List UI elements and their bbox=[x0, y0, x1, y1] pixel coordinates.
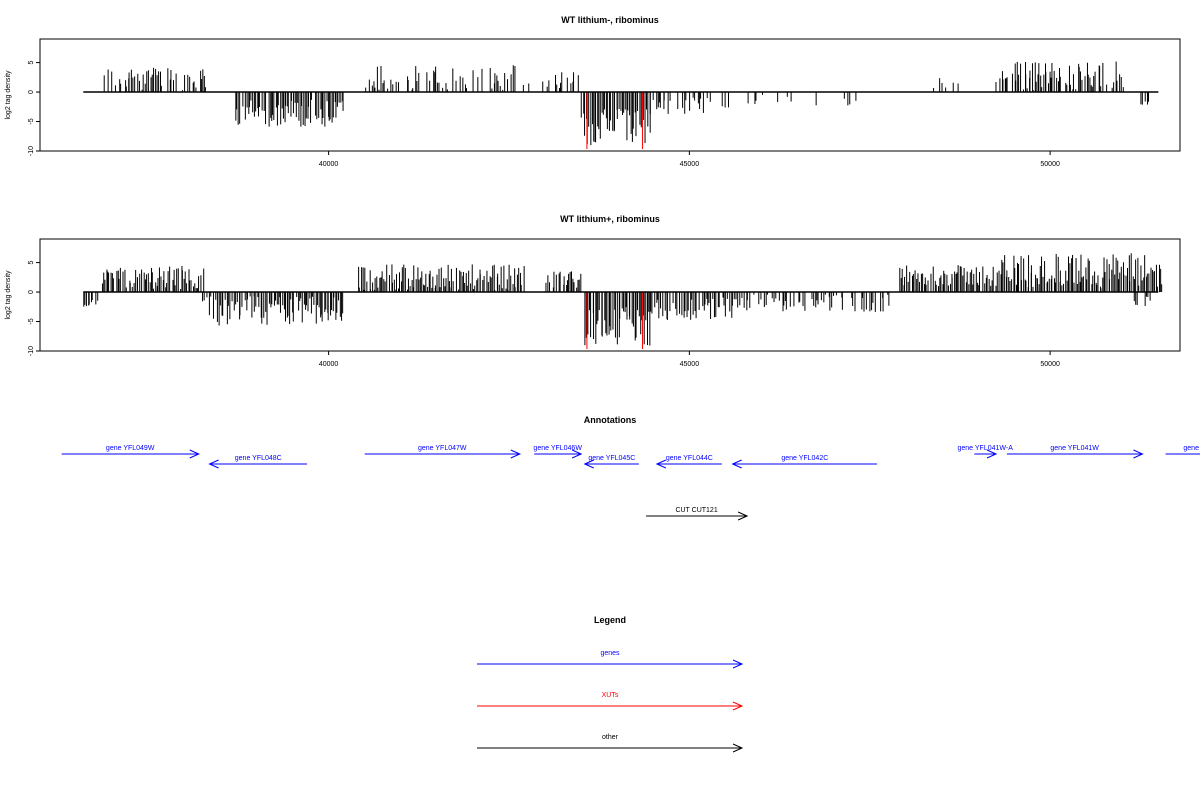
legend-item-genes: genes bbox=[477, 650, 744, 669]
x-tick-label: 45000 bbox=[680, 361, 700, 368]
annotation-gene-yfl042c: gene YFL042C bbox=[731, 455, 877, 469]
x-tick-label: 40000 bbox=[319, 161, 339, 168]
y-axis-label: log2 tag density bbox=[5, 270, 12, 320]
arrow-head bbox=[732, 659, 744, 669]
x-tick-label: 45000 bbox=[680, 161, 700, 168]
arrow-head bbox=[731, 459, 742, 469]
annotation-label: gene YFL045C bbox=[588, 455, 635, 462]
legend-label: XUTs bbox=[602, 692, 619, 699]
arrow-head bbox=[571, 449, 583, 459]
annotation-cut-cut121: CUT CUT121 bbox=[646, 507, 749, 521]
panel-title: WT lithium+, ribominus bbox=[560, 214, 660, 224]
legend: Legend genes XUTs other bbox=[477, 615, 744, 753]
annotation-label: CUT CUT121 bbox=[675, 507, 717, 514]
legend-items: genes XUTs other bbox=[477, 650, 744, 753]
legend-item-xuts: XUTs bbox=[477, 692, 744, 711]
annotation-gene-yfl041w: gene YFL041W bbox=[1006, 445, 1144, 459]
annotation-items: gene YFL049W gene YFL048C gene YFL047W gene… bbox=[61, 445, 1200, 521]
annotation-label: gene YFL047W bbox=[418, 445, 467, 452]
arrow-head bbox=[737, 511, 749, 521]
plot-frame bbox=[39, 38, 1181, 152]
annotation-gene-y: gene Y bbox=[1165, 445, 1200, 455]
bar-group bbox=[83, 253, 1163, 349]
annotation-gene-yfl046w: gene YFL046W bbox=[533, 445, 583, 459]
axes: 40000 45000 50000 5 0 -5 -10 bbox=[28, 261, 1159, 368]
panel-title: WT lithium-, ribominus bbox=[561, 15, 659, 25]
annotation-label: gene YFL041W-A bbox=[957, 445, 1013, 452]
y-tick-label: -10 bbox=[28, 146, 35, 156]
legend-title: Legend bbox=[594, 615, 626, 625]
annotation-gene-yfl049w: gene YFL049W bbox=[61, 445, 200, 459]
legend-label: genes bbox=[600, 650, 620, 657]
y-tick-label: 5 bbox=[28, 61, 35, 65]
arrow-head bbox=[986, 449, 998, 459]
annotation-gene-yfl045c: gene YFL045C bbox=[583, 455, 639, 469]
annotation-gene-yfl044c: gene YFL044C bbox=[655, 455, 722, 469]
annotation-label: gene YFL041W bbox=[1050, 445, 1099, 452]
x-tick-label: 50000 bbox=[1040, 361, 1060, 368]
annotation-label: gene YFL044C bbox=[666, 455, 713, 462]
bar-group bbox=[103, 61, 1150, 149]
track-panel-lithium-minus: WT lithium-, ribominus log2 tag density … bbox=[5, 15, 1181, 168]
legend-item-other: other bbox=[477, 734, 744, 753]
x-tick-label: 50000 bbox=[1040, 161, 1060, 168]
arrow-head bbox=[510, 449, 522, 459]
legend-label: other bbox=[602, 734, 619, 741]
arrow-head bbox=[732, 743, 744, 753]
y-tick-label: 0 bbox=[28, 90, 35, 94]
annotation-label: gene YFL042C bbox=[781, 455, 828, 462]
y-axis-label: log2 tag density bbox=[5, 70, 12, 120]
arrow-head bbox=[583, 459, 594, 469]
annotation-label: gene YFL046W bbox=[533, 445, 582, 452]
arrow-head bbox=[655, 459, 667, 469]
y-tick-label: -10 bbox=[28, 346, 35, 356]
y-tick-label: 0 bbox=[28, 290, 35, 294]
y-tick-label: -5 bbox=[28, 318, 35, 324]
annotation-label: gene YFL048C bbox=[235, 455, 282, 462]
x-tick-label: 40000 bbox=[319, 361, 339, 368]
axes: 40000 45000 50000 5 0 -5 -10 bbox=[28, 61, 1159, 168]
plot-frame bbox=[39, 238, 1181, 352]
annotation-gene-yfl048c: gene YFL048C bbox=[208, 455, 307, 469]
arrow-head bbox=[208, 459, 219, 469]
annotations-title: Annotations bbox=[584, 415, 637, 425]
arrow-head bbox=[189, 449, 200, 459]
annotation-gene-yfl047w: gene YFL047W bbox=[364, 445, 522, 459]
y-tick-label: 5 bbox=[28, 261, 35, 265]
annotation-label: gene YFL049W bbox=[106, 445, 155, 452]
annotation-gene-yfl041w-a: gene YFL041W-A bbox=[957, 445, 1013, 459]
arrow-head bbox=[732, 701, 744, 711]
track-panel-lithium-plus: WT lithium+, ribominus log2 tag density … bbox=[5, 214, 1181, 368]
arrow-head bbox=[1133, 449, 1144, 459]
y-tick-label: -5 bbox=[28, 118, 35, 124]
annotation-label: gene Y bbox=[1183, 445, 1200, 452]
